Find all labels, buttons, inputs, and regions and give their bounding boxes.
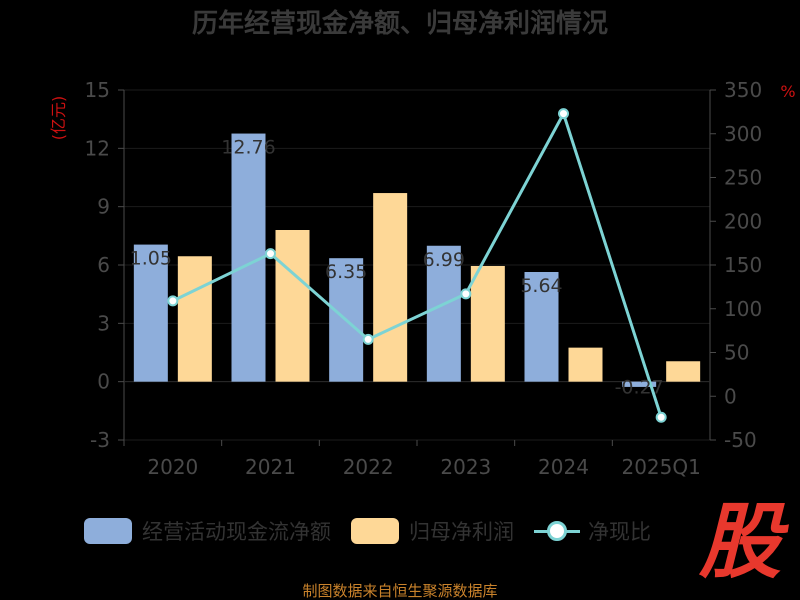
legend-item-profit[interactable]: 归母净利润 <box>351 516 514 546</box>
bar-profit <box>568 347 603 382</box>
data-labels: 1.05 12.76 6.35 6.99 5.64 -0.27 <box>130 137 664 399</box>
x-tick-label: 2022 <box>343 455 394 479</box>
legend-label-profit: 归母净利润 <box>409 520 514 544</box>
right-axis-unit: % <box>780 82 795 101</box>
left-tick-label: 9 <box>97 195 110 219</box>
legend: 经营活动现金流净额 归母净利润 净现比 <box>84 516 671 546</box>
right-tick-label: 300 <box>724 122 762 146</box>
left-tick-label: -3 <box>90 428 110 452</box>
right-tick-label: -50 <box>724 428 757 452</box>
right-tick-label: 0 <box>724 384 737 408</box>
right-tick-label: 200 <box>724 209 762 233</box>
ratio-point <box>655 411 667 423</box>
left-tick-label: 12 <box>85 136 110 160</box>
ratio-point <box>167 295 179 307</box>
x-tick-label: 2021 <box>245 455 296 479</box>
right-tick-label: 50 <box>724 341 749 365</box>
bar-cashflow <box>524 272 559 382</box>
left-axis-unit: (亿元) <box>49 96 68 141</box>
data-label: 6.99 <box>423 249 465 271</box>
data-label: 6.35 <box>325 261 367 283</box>
legend-item-ratio[interactable]: 净现比 <box>534 516 651 546</box>
x-tick-label: 2020 <box>147 455 198 479</box>
bar-profit <box>373 193 408 382</box>
right-tick-label: 150 <box>724 253 762 277</box>
bars-group <box>133 133 701 387</box>
bar-profit <box>666 361 701 382</box>
data-label: 5.64 <box>520 275 562 297</box>
legend-item-cashflow[interactable]: 经营活动现金流净额 <box>84 516 331 546</box>
bar-profit <box>470 265 505 382</box>
left-tick-label: 6 <box>97 253 110 277</box>
data-source-note: 制图数据来自恒生聚源数据库 <box>302 582 498 600</box>
right-tick-label: 250 <box>724 166 762 190</box>
left-axis-ticks: -3 0 3 6 9 12 15 <box>85 78 110 452</box>
x-tick-label: 2023 <box>440 455 491 479</box>
x-tick-label: 2025Q1 <box>621 455 700 479</box>
ratio-line-group <box>167 108 667 423</box>
legend-label-cashflow: 经营活动现金流净额 <box>142 520 331 544</box>
bar-cashflow <box>622 381 657 387</box>
left-tick-label: 15 <box>85 78 110 102</box>
data-label: 1.05 <box>130 248 172 270</box>
gridlines <box>118 89 716 441</box>
ratio-point <box>460 288 472 300</box>
ratio-point <box>265 248 276 260</box>
left-tick-label: 0 <box>97 370 110 394</box>
ratio-point <box>558 108 569 120</box>
x-tick-label: 2024 <box>538 455 589 479</box>
ratio-line <box>172 109 663 418</box>
x-axis-ticks: 2020 2021 2022 2023 2024 2025Q1 <box>123 440 701 479</box>
legend-swatch-cashflow <box>84 518 132 544</box>
right-tick-label: 100 <box>724 297 762 321</box>
data-label: 12.76 <box>221 137 275 159</box>
bar-profit <box>177 256 212 382</box>
chart-title: 历年经营现金净额、归母净利润情况 <box>192 8 608 39</box>
legend-swatch-profit <box>351 518 399 544</box>
data-label: -0.27 <box>615 377 664 399</box>
right-axis-ticks: -50 0 50 100 150 200 250 300 350 <box>724 78 762 452</box>
bar-cashflow <box>133 244 168 382</box>
stock-logo: 股 <box>699 495 781 590</box>
left-tick-label: 3 <box>97 311 110 335</box>
legend-line-icon <box>534 519 580 543</box>
right-tick-label: 350 <box>724 78 762 102</box>
bar-profit <box>275 230 310 382</box>
legend-label-ratio: 净现比 <box>588 520 651 544</box>
bar-cashflow <box>426 245 461 382</box>
ratio-point <box>362 333 374 345</box>
